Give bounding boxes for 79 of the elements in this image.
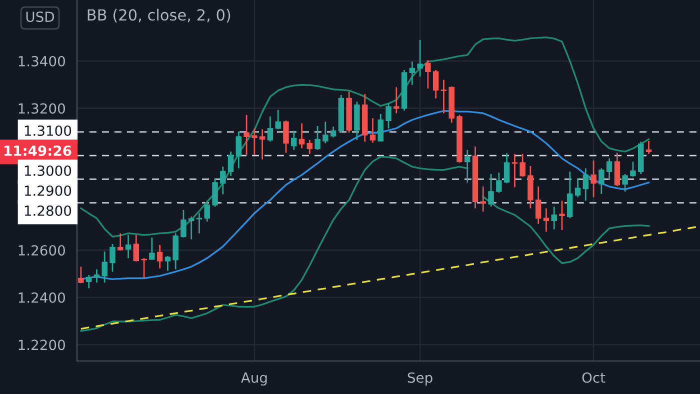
y-tick-label: 1.2400 xyxy=(18,292,65,303)
candlestick xyxy=(543,208,550,232)
candlestick xyxy=(567,170,573,219)
candlestick xyxy=(488,173,494,208)
candlestick xyxy=(212,178,218,208)
ref-line-label: 1.3000 xyxy=(24,165,72,176)
text: 11:49:26 xyxy=(4,145,72,156)
candlestick xyxy=(590,160,596,198)
y-tick-label: 1.2600 xyxy=(18,245,65,256)
candlestick xyxy=(630,161,636,178)
candlestick xyxy=(228,150,234,177)
y-tick-label: 1.2200 xyxy=(18,340,65,350)
y-axis-title: USD xyxy=(26,12,54,22)
annotation: BB (20, close, 2, 0) xyxy=(88,8,230,22)
candlestick xyxy=(102,250,108,284)
candlestick xyxy=(180,209,186,238)
candlestick xyxy=(306,139,313,155)
candlestick xyxy=(330,126,336,138)
candlestick xyxy=(164,255,171,272)
candlestick xyxy=(133,234,140,262)
candlestick xyxy=(512,153,518,188)
candlestick xyxy=(156,244,163,270)
candlestick xyxy=(118,232,124,252)
candlestick xyxy=(196,212,202,234)
candlestick xyxy=(425,59,431,90)
candlestick xyxy=(464,149,470,184)
candlestick xyxy=(236,130,242,170)
candlestick xyxy=(220,166,226,196)
candlestick xyxy=(291,130,297,151)
x-tick-label: Sep xyxy=(408,372,432,386)
candlestick xyxy=(370,118,376,144)
ref-line-label: 1.3100 xyxy=(24,125,72,136)
candlestick xyxy=(582,168,589,202)
candlestick xyxy=(283,120,289,154)
candlestick xyxy=(551,206,557,230)
candlestick xyxy=(188,216,194,240)
candlestick xyxy=(432,69,439,100)
candlestick xyxy=(622,173,628,192)
candlestick xyxy=(574,178,581,198)
candlestick xyxy=(298,122,305,149)
candlestick xyxy=(504,152,510,184)
ref-line-label: 1.2900 xyxy=(24,185,72,196)
candlestick xyxy=(440,79,447,114)
candlestick xyxy=(252,128,258,156)
candlestick xyxy=(275,109,281,130)
candlestick xyxy=(598,168,604,195)
line-series xyxy=(80,36,650,238)
candlestick xyxy=(614,152,620,187)
candlestick xyxy=(394,86,400,114)
candlestick xyxy=(259,128,266,160)
candlestick xyxy=(267,116,274,142)
candlestick xyxy=(646,140,652,155)
candlestick xyxy=(386,102,392,130)
y-tick-label: 1.3200 xyxy=(18,103,65,114)
candlestick xyxy=(417,39,423,78)
candlestick xyxy=(559,200,565,231)
candlestick xyxy=(322,121,328,144)
candlestick xyxy=(172,232,178,270)
ref-line-label: 1.2800 xyxy=(24,205,72,216)
candlestick xyxy=(409,61,416,86)
candlestick xyxy=(378,113,384,142)
candlestick xyxy=(78,266,84,284)
y-tick-label: 1.3400 xyxy=(18,56,65,66)
x-tick-label: Oct xyxy=(582,372,606,383)
candlestick xyxy=(496,172,502,194)
candlestick xyxy=(110,243,116,272)
candlestick xyxy=(244,114,250,156)
candlestick xyxy=(94,268,100,284)
candlestick xyxy=(520,153,526,178)
candlestick xyxy=(535,186,542,225)
candlestick xyxy=(204,200,210,222)
line-series xyxy=(80,226,697,330)
candlestick xyxy=(125,234,132,259)
candlestick xyxy=(314,125,320,151)
candlestick xyxy=(606,158,612,181)
candlestick xyxy=(149,236,155,261)
candlestick xyxy=(86,274,92,289)
x-tick-label: Aug xyxy=(240,372,267,386)
candlestick xyxy=(480,186,486,212)
